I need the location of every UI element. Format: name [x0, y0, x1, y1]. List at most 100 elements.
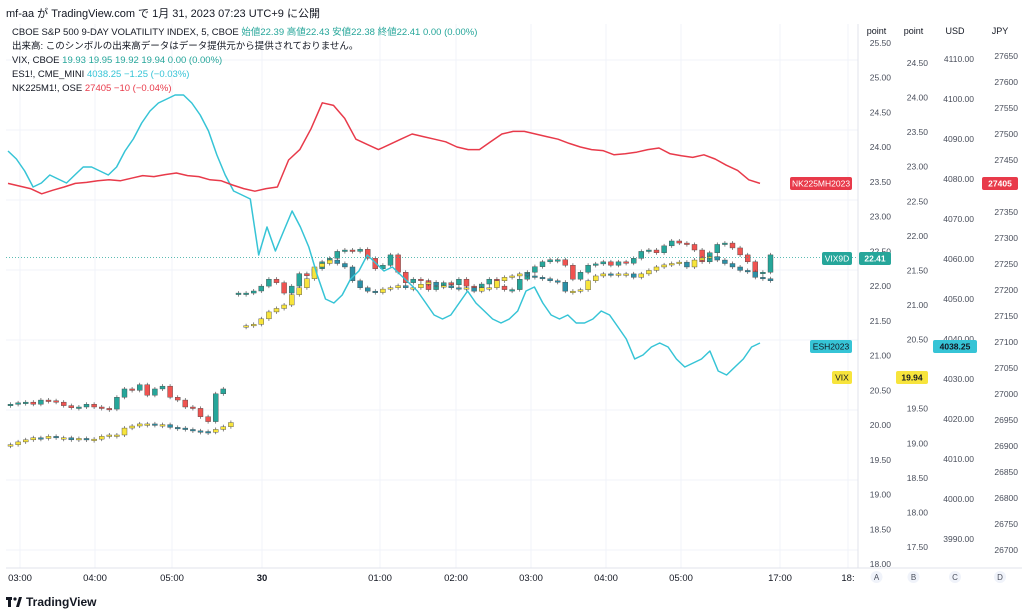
candle — [121, 427, 128, 436]
candle — [30, 401, 36, 405]
x-tick-label: 03:00 — [8, 573, 32, 584]
candle — [752, 271, 758, 278]
y-tick-label: 27050 — [994, 363, 1018, 373]
candle — [38, 437, 44, 440]
candle — [212, 393, 219, 422]
y-tick-label: 19.00 — [907, 438, 929, 448]
x-tick-label: 17:00 — [768, 573, 792, 584]
footer-brand: TradingView — [26, 595, 97, 609]
candle — [714, 256, 720, 261]
candle — [600, 261, 606, 265]
candle — [403, 285, 409, 288]
y-tick-label: 25.50 — [870, 38, 892, 48]
candle — [83, 438, 90, 441]
axis-badge-A — [870, 571, 883, 583]
y-tick-label: 4010.00 — [943, 454, 974, 464]
candle — [281, 304, 287, 309]
candle — [98, 436, 105, 440]
candle — [387, 287, 394, 290]
publish-text: mf-aa が TradingView.com で 1月 31, 2023 07… — [6, 8, 320, 20]
candle — [456, 287, 462, 290]
y-tick-label: 25.00 — [870, 73, 892, 83]
candle — [562, 259, 568, 266]
candle — [699, 257, 705, 261]
candle — [258, 285, 264, 292]
candle — [174, 397, 181, 401]
legend-nk-values: 27405 −10 (−0.04%) — [84, 83, 172, 94]
candle — [486, 278, 492, 285]
x-tick-label: 05:00 — [669, 573, 693, 584]
candle — [7, 444, 14, 447]
axis-unit-A: point — [867, 26, 887, 36]
candle — [494, 280, 500, 288]
y-tick-label: 26950 — [994, 415, 1018, 425]
legend-vix9d-values: 始値22.39 高値22.43 安値22.38 終値22.41 0.00 (0.… — [241, 27, 478, 38]
candle — [243, 325, 249, 328]
x-tick-label: 05:00 — [160, 573, 184, 584]
candle — [631, 273, 637, 278]
candle — [570, 265, 576, 280]
axis-badge-D — [994, 571, 1006, 583]
y-tick-label: 4000.00 — [943, 494, 974, 504]
candle — [235, 292, 242, 295]
candle — [167, 385, 173, 398]
candle — [395, 285, 401, 288]
candle — [61, 401, 67, 406]
y-tick-label: 22.00 — [870, 281, 892, 291]
candle — [266, 311, 272, 320]
candle — [319, 263, 325, 268]
candle — [296, 273, 302, 287]
y-tick-label: 26800 — [994, 493, 1018, 503]
candle — [174, 427, 181, 430]
y-tick-label: 27250 — [994, 259, 1018, 269]
chart-legend: CBOE S&P 500 9-DAY VOLATILITY INDEX, 5, … — [12, 26, 477, 96]
candle — [441, 285, 447, 288]
candle — [714, 244, 720, 253]
y-tick-label: 27650 — [994, 51, 1018, 61]
candle — [182, 399, 189, 408]
y-tick-label: 20.50 — [870, 385, 892, 395]
y-tick-label: 22.50 — [870, 246, 892, 256]
candle — [190, 429, 196, 432]
candle — [23, 401, 29, 404]
price-marker — [933, 340, 977, 353]
price-marker — [896, 371, 928, 384]
candle — [676, 240, 682, 244]
candle — [357, 249, 363, 252]
candle — [615, 261, 622, 266]
candle — [737, 266, 743, 271]
price-marker — [832, 371, 852, 384]
axis-badge-C — [949, 571, 961, 583]
candle — [15, 402, 21, 405]
candle — [197, 408, 204, 417]
y-tick-label: 27150 — [994, 311, 1018, 321]
y-tick-label: 18.00 — [870, 559, 892, 569]
legend-es-symbol: ES1!, CME_MINI — [12, 69, 85, 80]
y-tick-label: 4050.00 — [943, 294, 974, 304]
candle — [250, 324, 257, 327]
candle — [136, 384, 143, 391]
candle — [387, 254, 394, 266]
axis-badge-label: D — [997, 573, 1003, 582]
axis-badge-B — [907, 571, 920, 583]
candle — [91, 404, 97, 408]
candle — [676, 261, 682, 264]
legend-es-values: 4038.25 −1.25 (−0.03%) — [86, 69, 190, 80]
candle — [68, 405, 75, 408]
x-tick-label: 18: — [841, 573, 854, 584]
candle — [745, 270, 751, 273]
candle — [524, 273, 530, 277]
y-tick-label: 4080.00 — [943, 174, 974, 184]
legend-volume-note: 出来高: このシンボルの出来高データはデータ提供元から提供されておりません。 — [12, 41, 359, 52]
candle — [159, 385, 166, 390]
candle — [646, 270, 652, 275]
y-tick-label: 23.00 — [870, 212, 892, 222]
candle — [623, 261, 629, 264]
axis-unit-B: point — [904, 26, 924, 36]
candle — [76, 438, 82, 441]
y-tick-label: 23.50 — [907, 127, 929, 137]
candle — [98, 406, 105, 409]
price-marker — [822, 252, 852, 265]
candle — [136, 423, 143, 427]
